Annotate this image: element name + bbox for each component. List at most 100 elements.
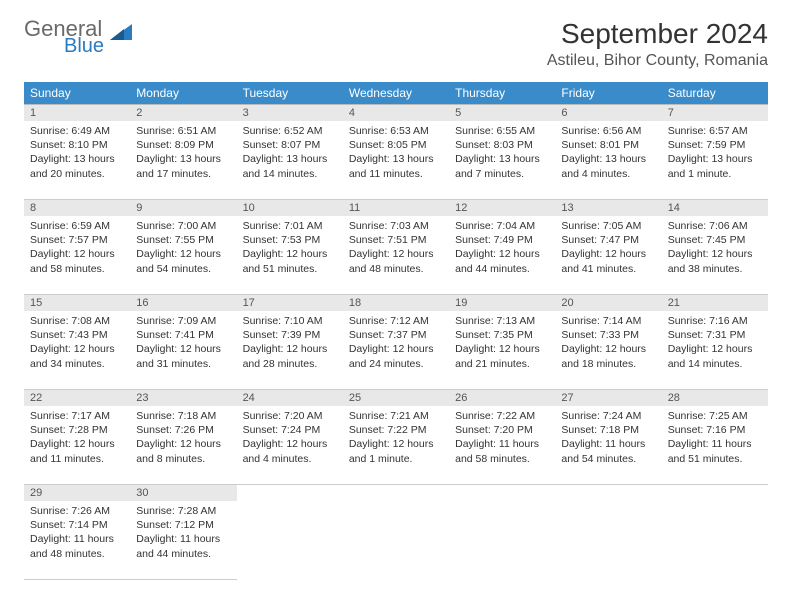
daylight-line: Daylight: 13 hours and 4 minutes. <box>561 152 655 180</box>
day-cell: 15Sunrise: 7:08 AMSunset: 7:43 PMDayligh… <box>24 295 130 390</box>
day-cell: 29Sunrise: 7:26 AMSunset: 7:14 PMDayligh… <box>24 485 130 580</box>
week-row: 1Sunrise: 6:49 AMSunset: 8:10 PMDaylight… <box>24 105 768 200</box>
daylight-line: Daylight: 11 hours and 54 minutes. <box>561 437 655 465</box>
sunset-line: Sunset: 7:24 PM <box>243 423 337 437</box>
daylight-line: Daylight: 12 hours and 18 minutes. <box>561 342 655 370</box>
sunset-line: Sunset: 7:20 PM <box>455 423 549 437</box>
day-cell: 9Sunrise: 7:00 AMSunset: 7:55 PMDaylight… <box>130 200 236 295</box>
day-cell: 20Sunrise: 7:14 AMSunset: 7:33 PMDayligh… <box>555 295 661 390</box>
day-number: 24 <box>237 390 343 406</box>
day-number: 16 <box>130 295 236 311</box>
daylight-line: Daylight: 12 hours and 14 minutes. <box>668 342 762 370</box>
day-number: 17 <box>237 295 343 311</box>
day-cell: 1Sunrise: 6:49 AMSunset: 8:10 PMDaylight… <box>24 105 130 200</box>
daylight-line: Daylight: 12 hours and 51 minutes. <box>243 247 337 275</box>
day-cell: 23Sunrise: 7:18 AMSunset: 7:26 PMDayligh… <box>130 390 236 485</box>
daylight-line: Daylight: 12 hours and 41 minutes. <box>561 247 655 275</box>
daylight-line: Daylight: 13 hours and 14 minutes. <box>243 152 337 180</box>
sunset-line: Sunset: 8:01 PM <box>561 138 655 152</box>
day-details: Sunrise: 7:25 AMSunset: 7:16 PMDaylight:… <box>662 406 768 484</box>
sunset-line: Sunset: 7:35 PM <box>455 328 549 342</box>
day-cell: 13Sunrise: 7:05 AMSunset: 7:47 PMDayligh… <box>555 200 661 295</box>
sunset-line: Sunset: 7:53 PM <box>243 233 337 247</box>
sunset-line: Sunset: 7:45 PM <box>668 233 762 247</box>
day-cell: 27Sunrise: 7:24 AMSunset: 7:18 PMDayligh… <box>555 390 661 485</box>
title-block: September 2024 Astileu, Bihor County, Ro… <box>547 18 768 70</box>
sunset-line: Sunset: 7:26 PM <box>136 423 230 437</box>
day-cell: 14 Sunrise: 7:06 AMSunset: 7:45 PMDayligh… <box>662 200 768 295</box>
sunrise-line: Sunrise: 7:06 AM <box>668 219 762 233</box>
daylight-line: Daylight: 12 hours and 28 minutes. <box>243 342 337 370</box>
daylight-line: Daylight: 12 hours and 44 minutes. <box>455 247 549 275</box>
sunset-line: Sunset: 7:49 PM <box>455 233 549 247</box>
day-number: 21 <box>662 295 768 311</box>
day-details: Sunrise: 7:26 AMSunset: 7:14 PMDaylight:… <box>24 501 130 579</box>
day-cell <box>662 485 768 580</box>
day-details: Sunrise: 6:51 AMSunset: 8:09 PMDaylight:… <box>130 121 236 199</box>
weekday-tuesday: Tuesday <box>237 82 343 105</box>
day-details: Sunrise: 7:01 AMSunset: 7:53 PMDaylight:… <box>237 216 343 294</box>
weekday-thursday: Thursday <box>449 82 555 105</box>
day-cell <box>343 485 449 580</box>
sunrise-line: Sunrise: 7:08 AM <box>30 314 124 328</box>
week-row: 15Sunrise: 7:08 AMSunset: 7:43 PMDayligh… <box>24 295 768 390</box>
day-details: Sunrise: 7:16 AMSunset: 7:31 PMDaylight:… <box>662 311 768 389</box>
sunrise-line: Sunrise: 7:10 AM <box>243 314 337 328</box>
sunrise-line: Sunrise: 7:04 AM <box>455 219 549 233</box>
day-details: Sunrise: 7:24 AMSunset: 7:18 PMDaylight:… <box>555 406 661 484</box>
day-number: 25 <box>343 390 449 406</box>
day-details: Sunrise: 6:53 AMSunset: 8:05 PMDaylight:… <box>343 121 449 199</box>
daylight-line: Daylight: 12 hours and 38 minutes. <box>668 247 762 275</box>
day-number: 23 <box>130 390 236 406</box>
sunset-line: Sunset: 8:09 PM <box>136 138 230 152</box>
daylight-line: Daylight: 12 hours and 48 minutes. <box>349 247 443 275</box>
logo-triangle-icon <box>110 24 132 45</box>
day-details: Sunrise: 7:20 AMSunset: 7:24 PMDaylight:… <box>237 406 343 484</box>
sunrise-line: Sunrise: 6:55 AM <box>455 124 549 138</box>
day-cell: 22Sunrise: 7:17 AMSunset: 7:28 PMDayligh… <box>24 390 130 485</box>
location: Astileu, Bihor County, Romania <box>547 52 768 70</box>
day-details: Sunrise: 7:28 AMSunset: 7:12 PMDaylight:… <box>130 501 236 579</box>
day-number: 19 <box>449 295 555 311</box>
day-number: 7 <box>662 105 768 121</box>
sunset-line: Sunset: 8:07 PM <box>243 138 337 152</box>
day-cell: 16Sunrise: 7:09 AMSunset: 7:41 PMDayligh… <box>130 295 236 390</box>
sunset-line: Sunset: 7:12 PM <box>136 518 230 532</box>
daylight-line: Daylight: 13 hours and 17 minutes. <box>136 152 230 180</box>
daylight-line: Daylight: 11 hours and 58 minutes. <box>455 437 549 465</box>
day-details: Sunrise: 7:22 AMSunset: 7:20 PMDaylight:… <box>449 406 555 484</box>
day-details: Sunrise: 7:05 AMSunset: 7:47 PMDaylight:… <box>555 216 661 294</box>
day-number: 2 <box>130 105 236 121</box>
weekday-saturday: Saturday <box>662 82 768 105</box>
sunset-line: Sunset: 7:55 PM <box>136 233 230 247</box>
sunrise-line: Sunrise: 7:17 AM <box>30 409 124 423</box>
daylight-line: Daylight: 11 hours and 48 minutes. <box>30 532 124 560</box>
day-details: Sunrise: 7:10 AMSunset: 7:39 PMDaylight:… <box>237 311 343 389</box>
daylight-line: Daylight: 13 hours and 20 minutes. <box>30 152 124 180</box>
sunrise-line: Sunrise: 7:05 AM <box>561 219 655 233</box>
daylight-line: Daylight: 12 hours and 31 minutes. <box>136 342 230 370</box>
sunrise-line: Sunrise: 7:12 AM <box>349 314 443 328</box>
day-number: 30 <box>130 485 236 501</box>
sunset-line: Sunset: 7:41 PM <box>136 328 230 342</box>
weekday-wednesday: Wednesday <box>343 82 449 105</box>
daylight-line: Daylight: 12 hours and 58 minutes. <box>30 247 124 275</box>
day-number: 13 <box>555 200 661 216</box>
day-number: 14 <box>662 200 768 216</box>
sunrise-line: Sunrise: 6:59 AM <box>30 219 124 233</box>
day-cell: 28Sunrise: 7:25 AMSunset: 7:16 PMDayligh… <box>662 390 768 485</box>
day-cell: 3Sunrise: 6:52 AMSunset: 8:07 PMDaylight… <box>237 105 343 200</box>
day-details: Sunrise: 6:52 AMSunset: 8:07 PMDaylight:… <box>237 121 343 199</box>
sunset-line: Sunset: 7:16 PM <box>668 423 762 437</box>
day-details: Sunrise: 6:55 AMSunset: 8:03 PMDaylight:… <box>449 121 555 199</box>
daylight-line: Daylight: 13 hours and 11 minutes. <box>349 152 443 180</box>
day-cell <box>237 485 343 580</box>
day-cell: 8Sunrise: 6:59 AMSunset: 7:57 PMDaylight… <box>24 200 130 295</box>
day-number: 12 <box>449 200 555 216</box>
sunrise-line: Sunrise: 7:18 AM <box>136 409 230 423</box>
daylight-line: Daylight: 12 hours and 1 minute. <box>349 437 443 465</box>
sunrise-line: Sunrise: 6:57 AM <box>668 124 762 138</box>
sunrise-line: Sunrise: 7:01 AM <box>243 219 337 233</box>
sunrise-line: Sunrise: 7:20 AM <box>243 409 337 423</box>
sunrise-line: Sunrise: 6:56 AM <box>561 124 655 138</box>
